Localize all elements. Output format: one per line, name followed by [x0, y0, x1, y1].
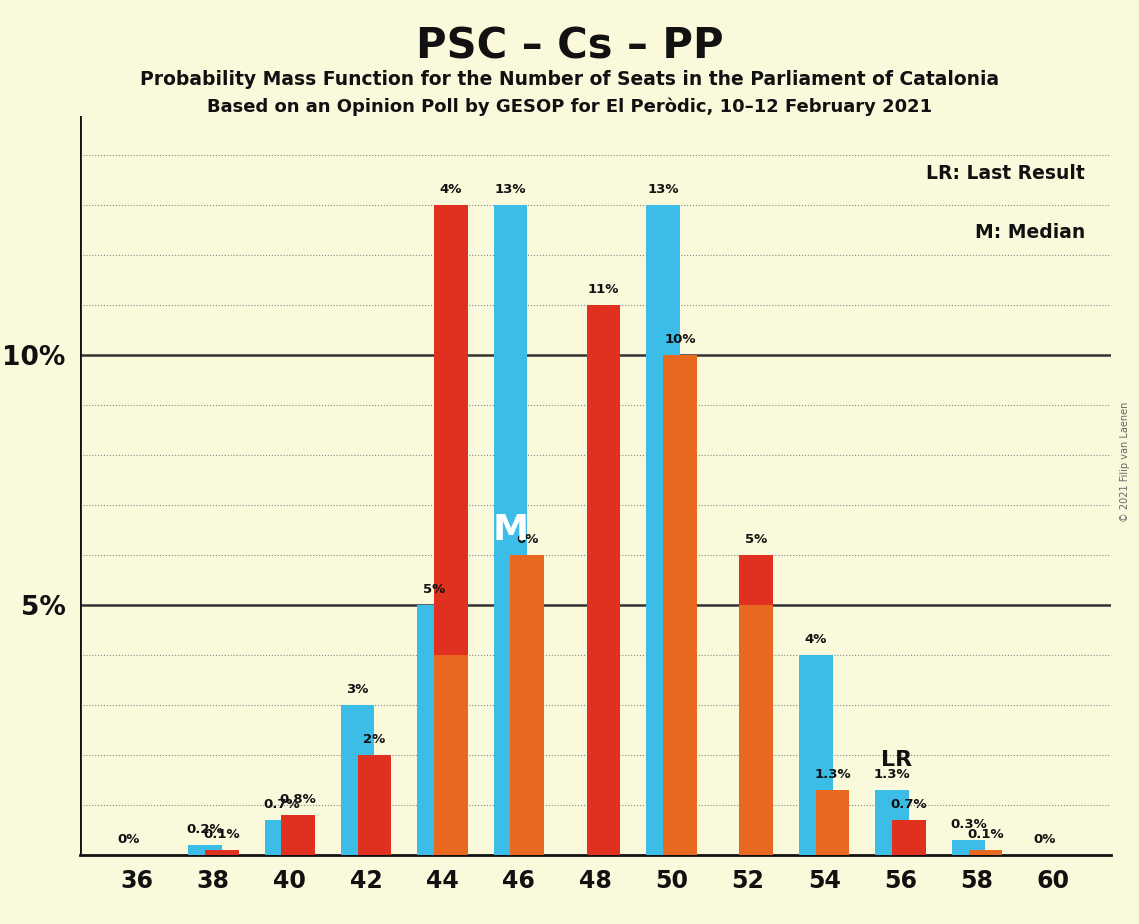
Bar	[417, 605, 451, 855]
Bar	[205, 850, 238, 855]
Bar	[876, 790, 909, 855]
Bar	[798, 655, 833, 855]
Bar	[264, 820, 298, 855]
Bar	[816, 790, 850, 855]
Bar	[739, 605, 773, 855]
Text: 0.1%: 0.1%	[204, 828, 240, 841]
Bar	[739, 555, 773, 855]
Text: 3%: 3%	[346, 683, 369, 696]
Bar	[968, 850, 1002, 855]
Text: M: M	[492, 513, 528, 547]
Text: PSC – Cs – PP: PSC – Cs – PP	[416, 26, 723, 67]
Text: LR: Last Result: LR: Last Result	[926, 164, 1084, 183]
Bar	[493, 205, 527, 855]
Bar	[952, 840, 985, 855]
Bar	[968, 850, 1002, 855]
Text: Probability Mass Function for the Number of Seats in the Parliament of Catalonia: Probability Mass Function for the Number…	[140, 70, 999, 90]
Text: 6%: 6%	[516, 533, 539, 546]
Bar	[341, 705, 375, 855]
Text: 0.3%: 0.3%	[950, 818, 986, 831]
Text: M: Median: M: Median	[975, 223, 1084, 242]
Bar	[281, 815, 314, 855]
Text: © 2021 Filip van Laenen: © 2021 Filip van Laenen	[1121, 402, 1130, 522]
Bar	[892, 820, 926, 855]
Bar	[646, 205, 680, 855]
Text: 0.2%: 0.2%	[187, 822, 223, 835]
Bar	[434, 655, 468, 855]
Text: Based on an Opinion Poll by GESOP for El Peròdic, 10–12 February 2021: Based on an Opinion Poll by GESOP for El…	[207, 97, 932, 116]
Text: 10%: 10%	[664, 334, 696, 346]
Bar	[510, 555, 544, 855]
Text: 13%: 13%	[494, 183, 526, 197]
Text: 2%: 2%	[363, 733, 386, 746]
Text: 0.1%: 0.1%	[967, 828, 1003, 841]
Bar	[816, 790, 850, 855]
Bar	[434, 205, 468, 855]
Text: 5%: 5%	[745, 533, 768, 546]
Bar	[358, 755, 392, 855]
Text: 11%: 11%	[588, 284, 620, 297]
Text: 1.3%: 1.3%	[874, 768, 910, 781]
Text: 13%: 13%	[647, 183, 679, 197]
Text: 4%: 4%	[440, 183, 462, 197]
Text: 0.7%: 0.7%	[891, 797, 927, 810]
Text: 0.8%: 0.8%	[280, 793, 317, 806]
Text: 0.7%: 0.7%	[263, 797, 300, 810]
Bar	[510, 555, 544, 855]
Text: LR: LR	[882, 749, 912, 770]
Text: 1.3%: 1.3%	[814, 768, 851, 781]
Text: 0%: 0%	[117, 833, 140, 845]
Text: 4%: 4%	[804, 633, 827, 646]
Bar	[663, 355, 697, 855]
Bar	[587, 305, 621, 855]
Bar	[188, 845, 222, 855]
Text: 5%: 5%	[423, 583, 445, 596]
Text: 0%: 0%	[1034, 833, 1056, 845]
